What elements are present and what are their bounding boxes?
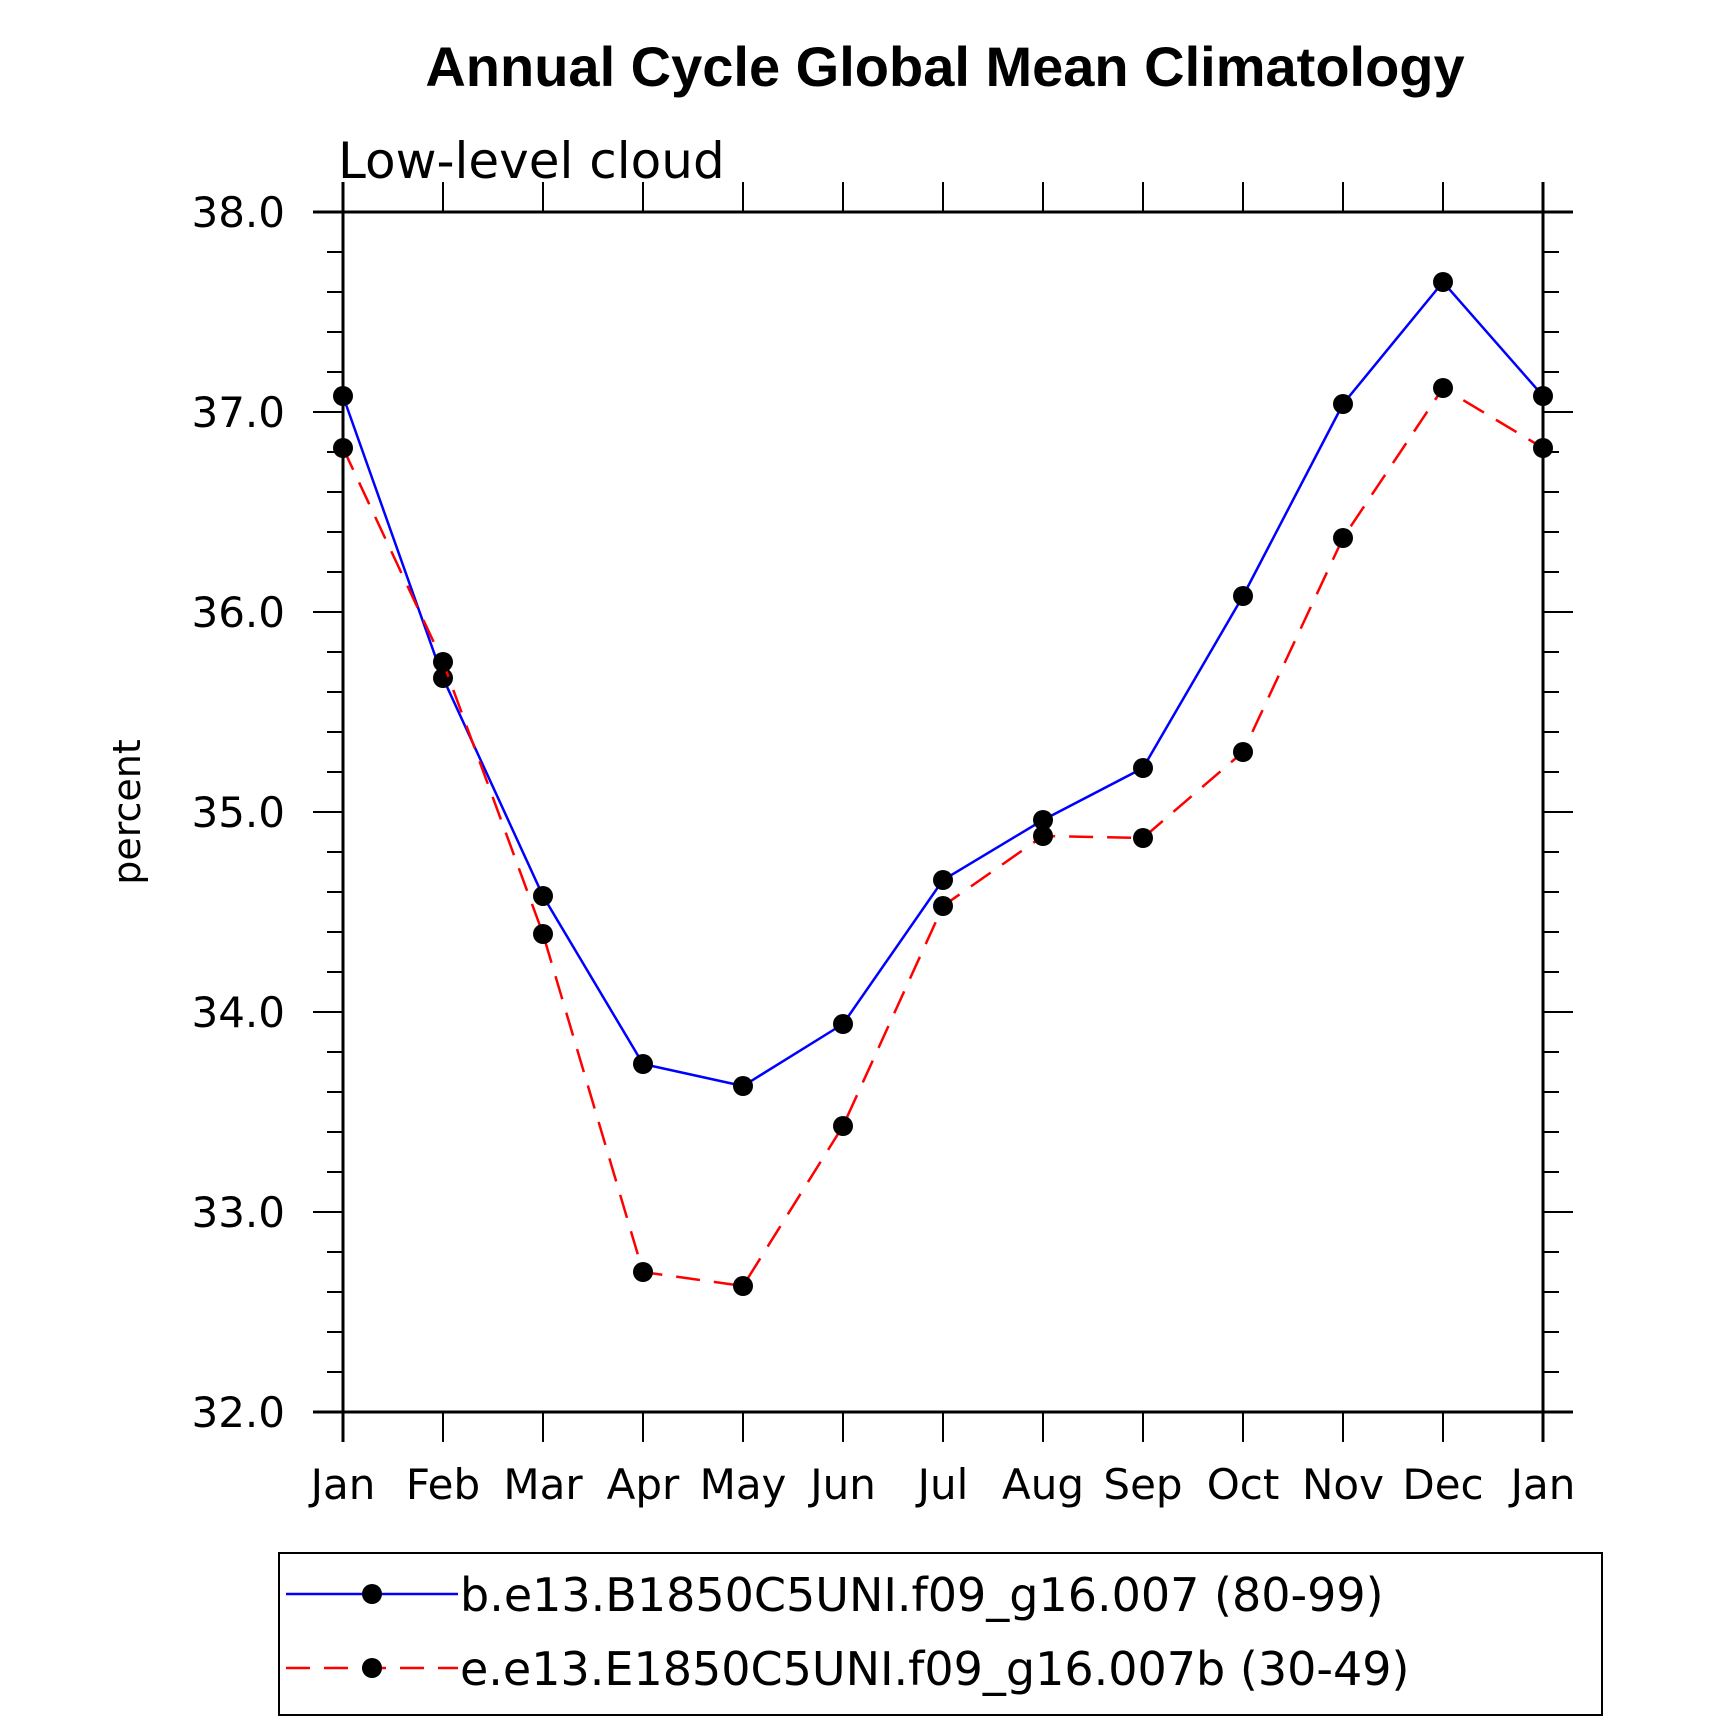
- data-point-2: [1233, 742, 1253, 762]
- x-tick-label: Mar: [503, 1460, 583, 1509]
- legend: b.e13.B1850C5UNI.f09_g16.007 (80-99) e.e1…: [278, 1552, 1603, 1716]
- plot-frame: [341, 210, 1545, 1414]
- data-point-1: [333, 386, 353, 406]
- data-point-2: [1133, 828, 1153, 848]
- chart-title: Annual Cycle Global Mean Climatology: [425, 35, 1464, 98]
- data-point-1: [1133, 758, 1153, 778]
- y-tick-label: 37.0: [191, 388, 285, 437]
- x-tick-label: Oct: [1207, 1460, 1280, 1509]
- y-tick-label: 32.0: [191, 1388, 285, 1437]
- data-point-2: [1333, 528, 1353, 548]
- x-tick-label: Feb: [406, 1460, 480, 1509]
- data-point-1: [633, 1054, 653, 1074]
- legend-box: [278, 1552, 1603, 1716]
- x-tick-label: Jul: [915, 1460, 969, 1509]
- data-point-1: [833, 1014, 853, 1034]
- y-tick-label: 38.0: [191, 188, 285, 237]
- x-tick-label: May: [700, 1460, 787, 1509]
- x-tick-label: Dec: [1402, 1460, 1483, 1509]
- x-tick-label: Nov: [1302, 1460, 1384, 1509]
- data-point-2: [833, 1116, 853, 1136]
- data-point-2: [433, 652, 453, 672]
- data-point-1: [933, 870, 953, 890]
- data-point-2: [533, 924, 553, 944]
- y-tick-label: 35.0: [191, 788, 285, 837]
- data-point-2: [733, 1276, 753, 1296]
- y-axis-label: percent: [105, 739, 149, 885]
- x-tick-label: Jan: [1508, 1460, 1576, 1509]
- data-point-2: [1433, 378, 1453, 398]
- legend-label-2: e.e13.E1850C5UNI.f09_g16.007b (30-49): [460, 1642, 1409, 1696]
- data-point-1: [1533, 386, 1553, 406]
- series-2: [333, 378, 1553, 1296]
- chart-subtitle: Low-level cloud: [338, 132, 725, 190]
- legend-marker-2: [362, 1658, 382, 1678]
- data-point-2: [933, 896, 953, 916]
- series-line-1: [341, 280, 1544, 1088]
- y-tick-label: 36.0: [191, 588, 285, 637]
- data-point-2: [333, 438, 353, 458]
- x-tick-label: Aug: [1002, 1460, 1084, 1509]
- x-tick-label: Apr: [607, 1460, 680, 1509]
- data-point-1: [1433, 272, 1453, 292]
- data-point-1: [733, 1076, 753, 1096]
- legend-label-1: b.e13.B1850C5UNI.f09_g16.007 (80-99): [460, 1568, 1384, 1622]
- x-tick-label: Sep: [1103, 1460, 1182, 1509]
- data-point-1: [533, 886, 553, 906]
- data-point-2: [633, 1262, 653, 1282]
- data-point-1: [1033, 810, 1053, 830]
- data-point-1: [1333, 394, 1353, 414]
- legend-marker-1: [362, 1584, 382, 1604]
- x-tick-label: Jun: [807, 1460, 876, 1509]
- data-point-2: [1033, 826, 1053, 846]
- y-tick-label: 34.0: [191, 988, 285, 1037]
- series-layer: [333, 272, 1553, 1296]
- data-point-2: [1533, 438, 1553, 458]
- data-point-1: [1233, 586, 1253, 606]
- series-1: [333, 272, 1553, 1096]
- y-tick-label: 33.0: [191, 1188, 285, 1237]
- x-tick-label: Jan: [308, 1460, 376, 1509]
- series-line-2: [341, 386, 1544, 1288]
- axes: 32.0 33.0 34.0 35.0 36.0 37.0 38.0 Jan Feb Mar Apr…: [191, 182, 1575, 1509]
